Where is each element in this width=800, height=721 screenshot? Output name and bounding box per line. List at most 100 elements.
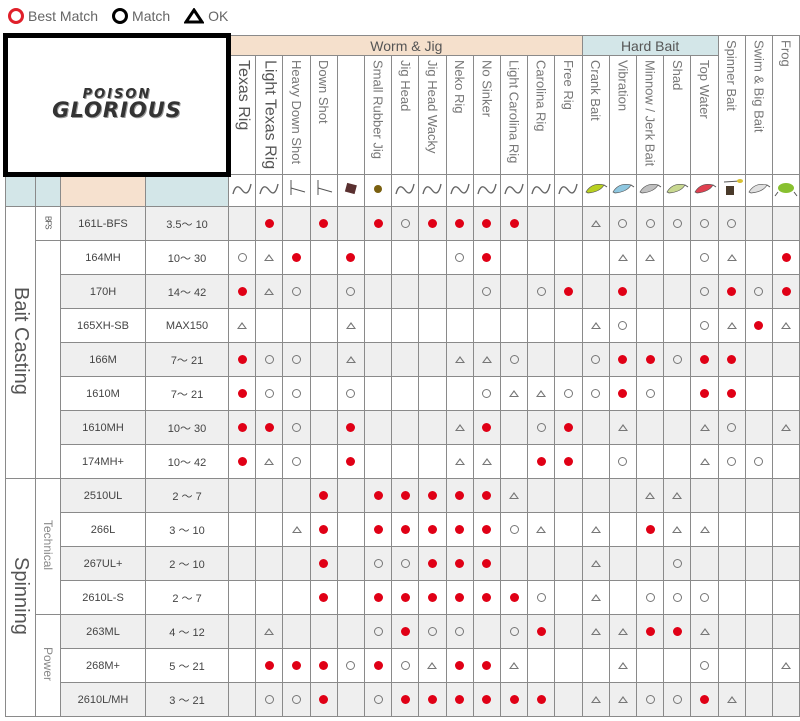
rating-cell — [690, 444, 719, 480]
lure-weight: 2 ～ 10 — [144, 546, 230, 582]
rating-cell — [690, 410, 719, 446]
rating-cell — [581, 648, 610, 684]
table-row: 266L 3 ～ 10 — [6, 512, 800, 548]
rating-cell — [228, 682, 257, 718]
rating-cell — [527, 478, 556, 514]
rating-cell — [744, 376, 774, 412]
rating-cell — [771, 342, 800, 378]
ok-triangle-icon — [509, 662, 520, 670]
lure-icon-cell — [363, 174, 393, 208]
match-circle-icon — [400, 559, 410, 569]
subsection-label — [35, 240, 61, 480]
rating-cell — [391, 512, 420, 548]
rating-cell — [418, 206, 447, 242]
column-label: Jig Head — [397, 60, 413, 112]
rating-cell — [717, 206, 746, 242]
rating-cell — [282, 410, 311, 446]
match-circle-icon — [400, 219, 410, 229]
rating-cell — [336, 682, 365, 718]
rating-cell — [472, 410, 501, 446]
rating-cell — [418, 512, 447, 548]
lure-icon-cell — [418, 174, 447, 208]
table-row: 2610L/MH 3 ～ 21 — [6, 682, 800, 718]
rating-cell — [309, 274, 338, 310]
section-label: Spinning — [5, 478, 36, 718]
rating-cell — [391, 478, 420, 514]
best-match-dot-icon — [700, 355, 709, 365]
rating-cell — [363, 444, 393, 480]
ok-triangle-icon — [726, 254, 737, 262]
rating-cell — [744, 682, 774, 718]
ok-triangle-icon — [617, 662, 628, 670]
rating-cell — [499, 206, 529, 242]
best-match-dot-icon — [455, 661, 465, 671]
rating-cell — [690, 512, 719, 548]
lure-weight: 2 ～ 7 — [144, 580, 230, 616]
rating-cell — [255, 342, 284, 378]
rating-cell — [499, 580, 529, 616]
rating-cell — [771, 512, 800, 548]
rating-cell — [363, 376, 393, 412]
match-circle-icon — [292, 389, 302, 399]
rating-cell — [228, 240, 257, 276]
rating-cell — [472, 444, 501, 480]
rating-cell — [228, 580, 257, 616]
best-match-dot-icon — [536, 627, 546, 637]
ok-triangle-icon — [699, 526, 710, 534]
rating-cell — [527, 240, 556, 276]
ok-triangle-icon — [645, 492, 656, 500]
column-header: Jig Head — [391, 54, 420, 176]
ok-triangle-icon — [590, 322, 601, 330]
rating-cell — [282, 240, 311, 276]
rating-cell — [635, 274, 665, 310]
best-match-dot-icon — [400, 695, 410, 705]
best-match-dot-icon — [237, 389, 247, 399]
lure-icon-cell — [663, 174, 692, 208]
best-match-dot-icon — [427, 559, 437, 569]
ok-triangle-icon — [590, 560, 601, 568]
rating-cell — [608, 682, 638, 718]
rating-cell — [635, 206, 665, 242]
rating-cell — [499, 240, 529, 276]
ok-triangle-icon — [645, 254, 656, 262]
rating-cell — [418, 478, 447, 514]
rating-cell — [663, 546, 692, 582]
wacky-icon — [422, 183, 443, 195]
rating-cell — [554, 478, 583, 514]
best-match-dot-icon — [618, 389, 628, 399]
column-header: Carolina Rig — [527, 54, 556, 176]
lure-weight: 5 ～ 21 — [144, 648, 230, 684]
best-match-dot-icon — [482, 661, 492, 671]
rating-cell — [336, 342, 365, 378]
best-match-dot-icon — [509, 219, 519, 229]
rating-cell — [228, 274, 257, 310]
rating-cell — [336, 274, 365, 310]
match-circle-icon — [672, 219, 682, 229]
best-match-dot-icon — [727, 287, 737, 297]
rating-cell — [418, 308, 447, 344]
rating-cell — [635, 240, 665, 276]
subsection-label: BFS — [35, 206, 61, 242]
rating-cell — [445, 512, 474, 548]
subsection-title: BFS — [43, 215, 53, 229]
best-match-dot-icon — [319, 219, 329, 229]
rating-cell — [391, 580, 420, 616]
rating-cell — [608, 478, 638, 514]
match-circle-icon — [672, 559, 682, 569]
rating-cell — [336, 240, 365, 276]
rod-model: 1610M — [60, 376, 146, 412]
best-match-dot-icon — [563, 457, 573, 467]
rating-cell — [717, 512, 746, 548]
rating-cell — [499, 546, 529, 582]
ok-triangle-icon — [427, 662, 438, 670]
rating-cell — [363, 240, 393, 276]
match-circle-icon — [700, 219, 709, 229]
rating-cell — [608, 648, 638, 684]
match-circle-icon — [373, 627, 383, 637]
rating-cell — [255, 308, 284, 344]
rating-cell — [282, 512, 311, 548]
lure-icon-cell — [744, 174, 774, 208]
rating-cell — [445, 206, 474, 242]
rating-cell — [282, 274, 311, 310]
rating-cell — [391, 308, 420, 344]
